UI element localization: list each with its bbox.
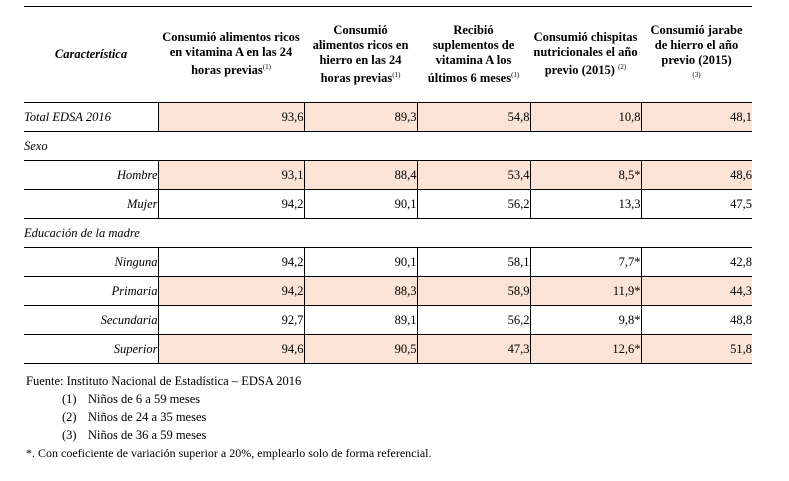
table-row: Hombre 93,1 88,4 53,4 8,5* 48,6 <box>24 160 752 190</box>
header-hierro: Consumió alimentos ricos en hierro en la… <box>312 22 409 86</box>
section-row-sexo: Sexo <box>24 131 752 161</box>
table-row: Primaria 94,2 88,3 58,9 11,9* 44,3 <box>24 276 752 306</box>
cell-value: 94,2 <box>157 189 304 219</box>
cell-value: 48,8 <box>640 305 752 335</box>
cell-value: 7,7* <box>529 247 641 277</box>
cell-value: 42,8 <box>640 247 752 277</box>
cell-value: 58,9 <box>416 276 530 306</box>
cell-value: 11,9* <box>529 276 641 306</box>
row-label: Secundaria <box>24 305 158 335</box>
source-note: Fuente: Instituto Nacional de Estadístic… <box>26 374 302 388</box>
note-key: (1) <box>62 392 77 406</box>
cell-value: 44,3 <box>640 276 752 306</box>
row-label: Ninguna <box>24 247 158 277</box>
section-row-educacion: Educación de la madre <box>24 218 752 248</box>
note-text: Niños de 6 a 59 meses <box>88 392 201 406</box>
note-item: (1) Niños de 6 a 59 meses <box>26 390 432 408</box>
cell-value: 90,1 <box>303 189 417 219</box>
cell-value: 9,8* <box>529 305 641 335</box>
cell-value: 58,1 <box>416 247 530 277</box>
table-row: Secundaria 92,7 89,1 56,2 9,8* 48,8 <box>24 305 752 335</box>
header-vitamina-a: Consumió alimentos ricos en vitamina A e… <box>162 30 300 78</box>
cell-value: 51,8 <box>640 334 752 364</box>
cell-value: 93,6 <box>157 102 304 132</box>
row-label: Primaria <box>24 276 158 306</box>
note-item: (2) Niños de 24 a 35 meses <box>26 408 432 426</box>
footnote: *. Con coeficiente de variación superior… <box>26 446 432 460</box>
note-text: Niños de 24 a 35 meses <box>88 410 207 424</box>
section-title: Sexo <box>24 131 752 161</box>
cell-value: 94,6 <box>157 334 304 364</box>
note-key: (2) <box>62 410 77 424</box>
table-row: Mujer 94,2 90,1 56,2 13,3 47,5 <box>24 189 752 219</box>
table-row: Superior 94,6 90,5 47,3 12,6* 51,8 <box>24 334 752 364</box>
row-label: Hombre <box>24 160 158 190</box>
cell-value: 13,3 <box>529 189 641 219</box>
note-item: (3) Niños de 36 a 59 meses <box>26 426 432 444</box>
cell-value: 94,2 <box>157 276 304 306</box>
header-row: Característica Consumió alimentos ricos … <box>24 6 752 103</box>
cell-value: 56,2 <box>416 189 530 219</box>
cell-value: 47,5 <box>640 189 752 219</box>
table-notes: Fuente: Instituto Nacional de Estadístic… <box>26 372 432 462</box>
cell-value: 48,1 <box>640 102 752 132</box>
cell-value: 56,2 <box>416 305 530 335</box>
cell-value: 47,3 <box>416 334 530 364</box>
cell-value: 88,3 <box>303 276 417 306</box>
cell-value: 90,1 <box>303 247 417 277</box>
cell-value: 94,2 <box>157 247 304 277</box>
row-label: Superior <box>24 334 158 364</box>
row-label: Mujer <box>24 189 158 219</box>
note-text: Niños de 36 a 59 meses <box>88 428 207 442</box>
cell-value: 12,6* <box>529 334 641 364</box>
cell-value: 92,7 <box>157 305 304 335</box>
header-caracteristica: Característica <box>54 47 128 61</box>
row-label: Total EDSA 2016 <box>24 102 158 132</box>
cell-value: 89,1 <box>303 305 417 335</box>
cell-value: 48,6 <box>640 160 752 190</box>
section-title: Educación de la madre <box>24 218 752 248</box>
nutrition-table: Característica Consumió alimentos ricos … <box>24 6 752 364</box>
cell-value: 53,4 <box>416 160 530 190</box>
cell-value: 93,1 <box>157 160 304 190</box>
cell-value: 10,8 <box>529 102 641 132</box>
table-row: Ninguna 94,2 90,1 58,1 7,7* 42,8 <box>24 247 752 277</box>
cell-value: 88,4 <box>303 160 417 190</box>
table-row-total: Total EDSA 2016 93,6 89,3 54,8 10,8 48,1 <box>24 102 752 132</box>
note-key: (3) <box>62 428 77 442</box>
header-suplementos: Recibió suplementos de vitamina A los úl… <box>427 22 520 86</box>
cell-value: 90,5 <box>303 334 417 364</box>
header-jarabe: Consumió jarabe de hierro el año previo … <box>650 22 743 79</box>
cell-value: 89,3 <box>303 102 417 132</box>
cell-value: 54,8 <box>416 102 530 132</box>
header-chispitas: Consumió chispitas nutricionales el año … <box>533 30 638 78</box>
cell-value: 8,5* <box>529 160 641 190</box>
